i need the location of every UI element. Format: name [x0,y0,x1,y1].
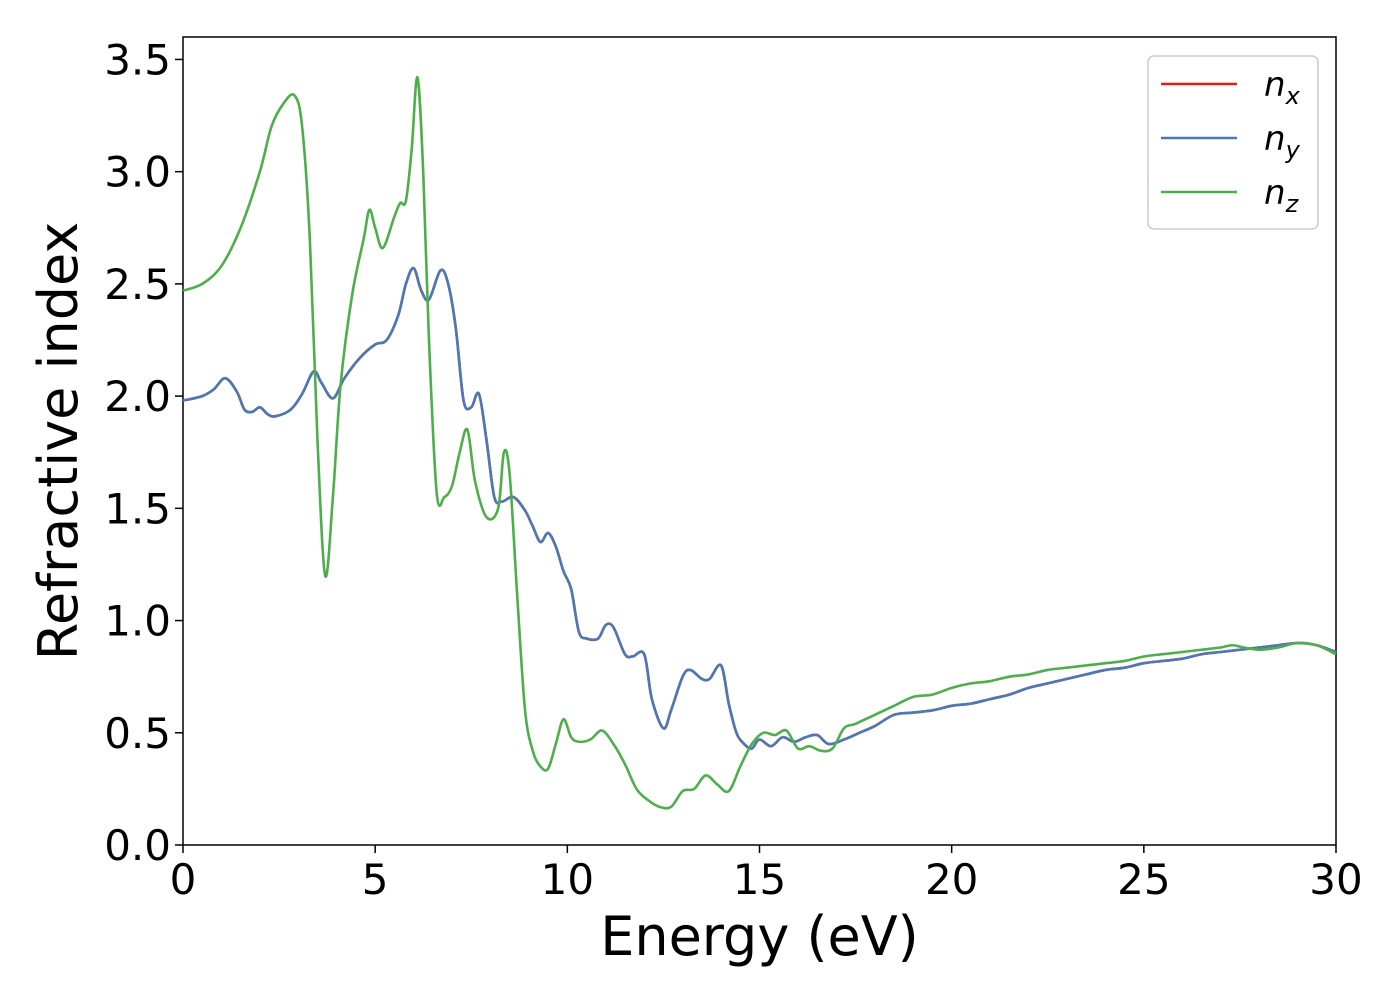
x-axis-title: Energy (eV) [600,905,919,968]
series-lines [182,76,1337,810]
x-tick-label: 5 [362,855,389,904]
y-axis-ticks: 0.0 0.5 1.0 1.5 2.0 2.5 3.0 3.5 [104,35,183,870]
y-tick-label: 1.0 [104,597,171,646]
legend-label-subscript: y [1285,136,1301,164]
x-axis-ticks: 0 5 10 15 20 25 30 [170,845,1363,904]
y-tick-label: 0.5 [104,709,171,758]
series-line-nx [182,266,1337,750]
legend-label-subscript: x [1285,82,1301,110]
legend-box [1147,55,1319,230]
x-tick-label: 15 [733,855,786,904]
legend-label-main: n [1264,119,1286,159]
legend-label-main: n [1264,65,1286,105]
y-tick-label: 3.5 [104,35,171,84]
legend-label-subscript: z [1285,190,1300,218]
y-tick-label: 1.5 [104,484,171,533]
y-axis-title: Refractive index [27,222,90,661]
legend-label-ny: ny [1264,119,1301,164]
x-tick-label: 20 [925,855,978,904]
series-line-ny [182,266,1337,750]
x-tick-label: 30 [1309,855,1362,904]
legend-label-nz: nz [1264,173,1300,218]
y-tick-label: 2.5 [104,260,171,309]
x-tick-label: 0 [170,855,197,904]
series-line-nz [182,76,1337,810]
legend-label-nx: nx [1264,65,1301,110]
y-tick-label: 3.0 [104,148,171,197]
y-tick-label: 2.0 [104,372,171,421]
legend-label-main: n [1264,173,1286,213]
x-tick-label: 10 [541,855,594,904]
y-tick-label: 0.0 [104,821,171,870]
x-tick-label: 25 [1117,855,1170,904]
